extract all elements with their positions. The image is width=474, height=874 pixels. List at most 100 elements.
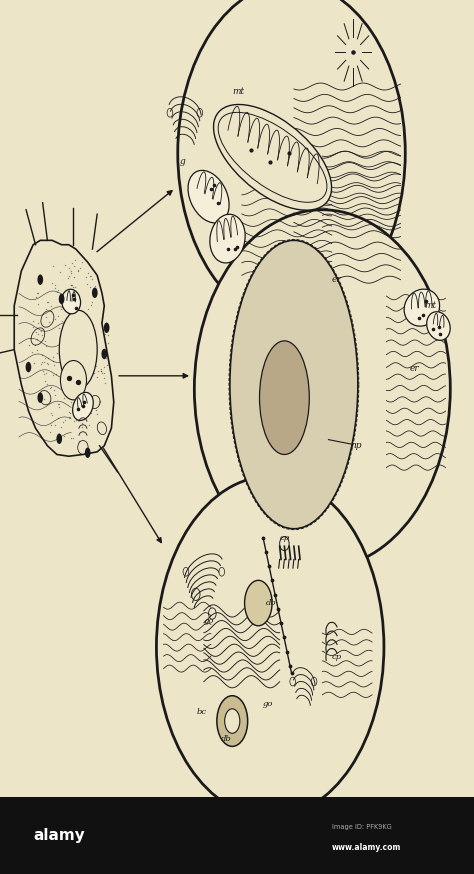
Point (360, 357, 368, 371)
Point (371, 273, 379, 287)
Point (340, 305, 348, 319)
Point (216, 417, 223, 431)
Point (272, 520, 280, 534)
Point (319, 752, 326, 766)
Point (199, 658, 206, 672)
Point (76, 309, 83, 323)
Ellipse shape (194, 210, 450, 568)
Text: mt: mt (424, 302, 437, 310)
Point (317, 527, 325, 541)
Point (245, 711, 252, 725)
Point (230, 201, 237, 215)
Point (292, 433, 300, 447)
Point (289, 284, 297, 298)
Point (338, 515, 346, 529)
Point (313, 286, 321, 300)
Point (325, 746, 332, 760)
Point (264, 399, 271, 413)
Point (342, 460, 350, 474)
Point (335, 399, 343, 413)
Point (284, 524, 292, 538)
Point (301, 380, 309, 394)
Point (408, 382, 415, 396)
Point (211, 53, 219, 67)
Point (327, 444, 334, 458)
Point (72, 311, 79, 325)
Point (308, 372, 315, 386)
Point (296, 413, 304, 427)
Point (37, 394, 45, 408)
Point (310, 144, 318, 158)
Point (243, 316, 250, 329)
Point (200, 541, 207, 555)
Point (288, 406, 296, 420)
Point (251, 408, 259, 422)
Point (296, 770, 304, 784)
Point (240, 155, 247, 169)
Point (258, 548, 265, 562)
Point (259, 87, 266, 101)
Point (244, 598, 251, 612)
Point (270, 394, 278, 408)
Point (232, 70, 239, 84)
Point (278, 243, 285, 257)
Point (345, 239, 352, 253)
Point (26, 337, 33, 351)
Point (297, 273, 305, 287)
Point (170, 652, 178, 666)
Point (255, 336, 262, 350)
Point (301, 419, 309, 433)
Point (258, 433, 266, 447)
Point (324, 468, 332, 482)
Point (226, 113, 233, 127)
Point (247, 658, 255, 672)
Point (327, 370, 334, 384)
Point (263, 52, 270, 66)
Point (63, 382, 71, 396)
Point (324, 194, 331, 208)
Point (252, 164, 260, 178)
Point (80, 360, 88, 374)
Point (270, 362, 278, 376)
Point (305, 263, 313, 277)
Point (251, 593, 258, 607)
Point (303, 485, 311, 499)
Point (326, 209, 333, 223)
Point (47, 299, 55, 313)
Point (290, 427, 297, 440)
Point (329, 310, 337, 324)
Point (281, 391, 289, 405)
Point (213, 372, 221, 386)
Point (416, 320, 424, 334)
Point (292, 506, 300, 520)
Point (68, 256, 75, 270)
Point (81, 332, 89, 346)
Point (55, 400, 63, 414)
Point (325, 399, 333, 413)
Point (219, 48, 226, 62)
Point (361, 393, 369, 407)
Point (260, 279, 268, 293)
Point (174, 619, 182, 633)
Point (91, 279, 99, 293)
Point (253, 76, 261, 90)
Point (63, 291, 70, 305)
Point (58, 381, 65, 395)
Point (313, 274, 321, 288)
Point (322, 309, 330, 323)
Point (270, 424, 278, 438)
Point (58, 354, 66, 368)
Point (92, 403, 100, 417)
Point (273, 489, 281, 503)
Point (331, 435, 339, 449)
Point (356, 670, 363, 684)
Point (250, 222, 258, 236)
Point (285, 146, 293, 160)
Point (224, 124, 231, 138)
Point (205, 204, 212, 218)
Point (46, 381, 54, 395)
Point (285, 366, 292, 380)
Point (245, 329, 253, 343)
Point (290, 505, 298, 519)
Point (215, 139, 222, 153)
